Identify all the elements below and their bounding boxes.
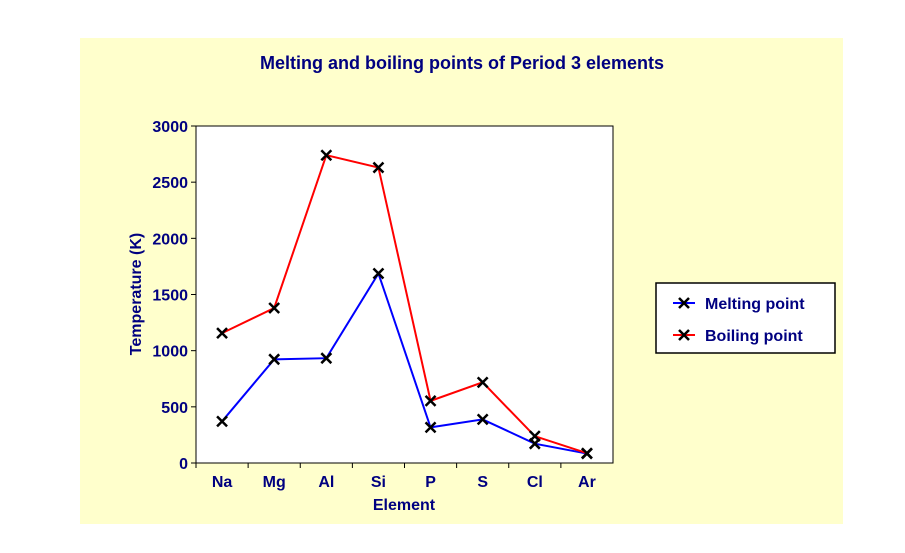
melting-point-point (320, 352, 333, 365)
plot-area (195, 125, 614, 464)
melting-point-point (268, 353, 281, 366)
melting-point-point (372, 267, 385, 280)
y-tick-label: 2000 (152, 231, 188, 248)
x-tick-label: Na (212, 474, 233, 491)
y-tick-label: 1000 (152, 344, 188, 361)
legend-marker-icon (678, 297, 690, 309)
boiling-point-point (476, 376, 489, 389)
y-tick-label: 2500 (152, 175, 188, 192)
chart-title: Melting and boiling points of Period 3 e… (260, 53, 664, 73)
y-axis-label: Temperature (K) (128, 233, 145, 355)
x-tick-label: Ar (578, 474, 596, 491)
legend: Melting point Boiling point (655, 282, 836, 354)
boiling-point-point (581, 447, 593, 460)
melting-point-point (216, 415, 228, 428)
boiling-point-line (221, 154, 588, 455)
x-tick-label: Mg (263, 474, 286, 491)
y-tick-label: 3000 (152, 119, 188, 136)
y-tick-label: 0 (179, 456, 188, 473)
boiling-point-point (216, 327, 228, 340)
legend-box (655, 282, 836, 354)
legend-marker-icon (678, 329, 690, 341)
boiling-point-point (372, 161, 385, 174)
boiling-point-point (528, 430, 541, 443)
boiling-point-point (268, 302, 281, 314)
boiling-point-point (424, 394, 437, 407)
x-tick-label: Al (318, 474, 334, 491)
boiling-point-point (320, 149, 333, 162)
y-tick-label: 1500 (152, 288, 188, 305)
x-tick-label: Cl (527, 474, 543, 491)
legend-melting-point-label: Melting point (705, 296, 805, 313)
y-tick-label: 500 (161, 400, 188, 417)
legend-boiling-point-label: Boiling point (705, 328, 803, 345)
x-tick-label: Si (371, 474, 386, 491)
melting-point-point (424, 421, 437, 434)
x-axis-label: Element (373, 497, 436, 514)
x-tick-label: P (425, 474, 436, 491)
melting-point-line (221, 271, 588, 455)
x-tick-label: S (477, 474, 488, 491)
melting-point-point (476, 413, 489, 426)
